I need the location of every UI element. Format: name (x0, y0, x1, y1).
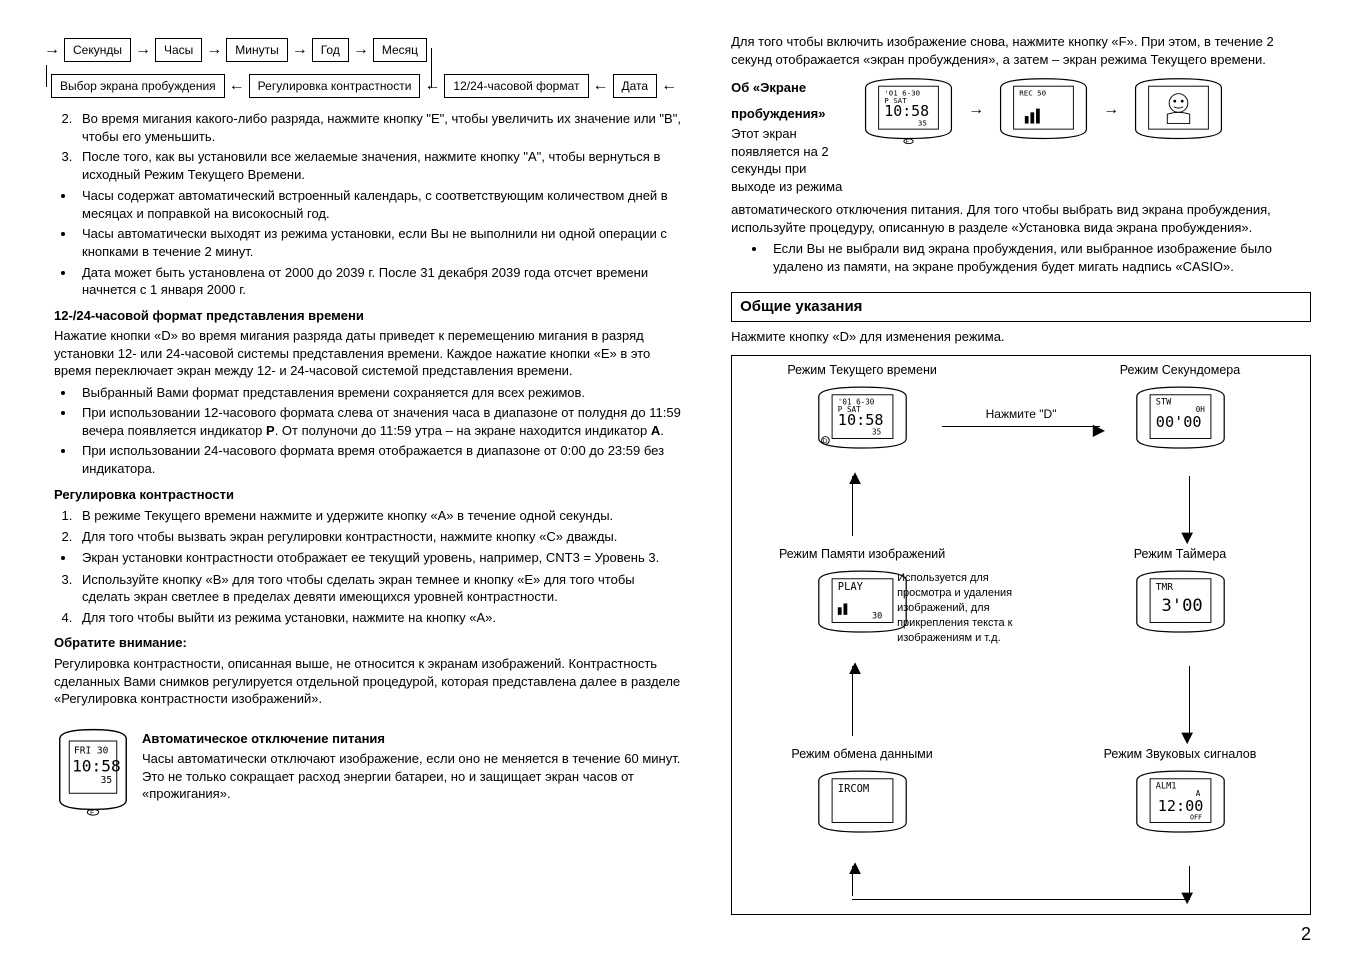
list-item: Дата может быть установлена от 2000 до 2… (76, 264, 681, 299)
list-item: При использовании 12-часового формата сл… (76, 404, 681, 439)
arrow-right-icon: → (1099, 99, 1123, 121)
svg-text:TMR: TMR (1155, 582, 1172, 593)
svg-text:ALM1: ALM1 (1155, 782, 1176, 792)
mode-label: Режим Секундомера (1080, 362, 1280, 379)
svg-text:F: F (90, 810, 94, 817)
list-item: Если Вы не выбрали вид экрана пробуждени… (767, 240, 1311, 275)
svg-text:30: 30 (872, 612, 882, 622)
list-item: Выбранный Вами формат представления врем… (76, 384, 681, 402)
flow-box: Регулировка контрастности (249, 74, 421, 98)
svg-text:D: D (822, 438, 827, 445)
watch-screen-icon: TMR 3'00 (1133, 567, 1228, 639)
mode-label: Режим Памяти изображений (762, 546, 962, 563)
paragraph: автоматического отключения питания. Для … (731, 201, 1311, 236)
flow-box: Секунды (64, 38, 131, 62)
arrow-right-icon: → (288, 39, 312, 61)
mode-side-text: Используется для просмотра и удаления из… (897, 571, 1017, 645)
mode-label: Режим Текущего времени (762, 362, 962, 379)
watch-screen-icon (1131, 75, 1226, 145)
mode-diagram: Режим Текущего времени '01 6-30P SAT10:5… (731, 355, 1311, 915)
list-item: После того, как вы установили все желаем… (76, 148, 681, 183)
svg-text:FRI 30: FRI 30 (74, 745, 109, 756)
list-item: Часы автоматически выходят из режима уст… (76, 225, 681, 260)
paragraph: Этот экран появляется на 2 секунды при в… (731, 125, 851, 195)
heading-12-24: 12-/24-часовой формат представления врем… (40, 307, 681, 325)
arrow-right-icon: → (131, 39, 155, 61)
mode-label: Режим обмена данными (762, 746, 962, 763)
svg-text:35: 35 (101, 774, 112, 785)
watch-screen-icon: PLAY 30 (815, 567, 910, 639)
list-item: Для того чтобы вызвать экран регулировки… (76, 528, 681, 546)
arrow-left-icon: ← (657, 75, 681, 97)
page-number: 2 (1301, 922, 1311, 946)
list-item: Часы содержат автоматический встроенный … (76, 187, 681, 222)
watch-screen-icon: IRCOM (815, 767, 910, 839)
section-title-box: Общие указания (731, 292, 1311, 322)
list-item: Используйте кнопку «B» для того чтобы сд… (76, 571, 681, 606)
svg-text:35: 35 (872, 428, 881, 437)
bullet-list: Экран установки контрастности отображает… (40, 549, 681, 567)
heading-wakescreen: пробуждения» (731, 105, 851, 123)
flow-box: 12/24-часовой формат (444, 74, 588, 98)
svg-text:REC 50: REC 50 (1019, 89, 1046, 98)
flow-box: Минуты (226, 38, 287, 62)
watch-screen-icon: '01 6-30 P SAT 10:58 35 F (861, 75, 956, 145)
bullet-list: Часы содержат автоматический встроенный … (40, 187, 681, 298)
heading-general: Общие указания (740, 298, 862, 315)
svg-text:IRCOM: IRCOM (837, 783, 868, 795)
wake-screens: '01 6-30 P SAT 10:58 35 F → REC 50 (861, 75, 1226, 145)
heading-contrast: Регулировка контрастности (40, 486, 681, 504)
flow-box: Дата (613, 74, 658, 98)
list-item: Во время мигания какого-либо разряда, на… (76, 110, 681, 145)
arrow-right-icon: → (349, 39, 373, 61)
heading-note: Обратите внимание: (40, 634, 681, 652)
flow-box: Выбор экрана пробуждения (51, 74, 225, 98)
list-item: При использовании 24-часового формата вр… (76, 442, 681, 477)
contrast-list-cont: Используйте кнопку «B» для того чтобы сд… (40, 571, 681, 627)
arrow-right-icon: → (202, 39, 226, 61)
heading-autopower: Автоматическое отключение питания (142, 730, 681, 748)
svg-text:OFF: OFF (1190, 814, 1202, 822)
heading-wakescreen: Об «Экране (731, 79, 851, 97)
arrow-left-icon: ← (225, 75, 249, 97)
flow-box: Часы (155, 38, 202, 62)
watch-screen-icon: REC 50 (996, 75, 1091, 145)
watch-icon: FRI 30 10:58 35 F (54, 722, 132, 817)
paragraph: Регулировка контрастности, описанная выш… (40, 655, 681, 708)
paragraph: Нажмите кнопку «D» для изменения режима. (731, 328, 1311, 346)
bullet-list: Если Вы не выбрали вид экрана пробуждени… (731, 240, 1311, 275)
watch-screen-icon: ALM1A12:00OFF (1133, 767, 1228, 839)
svg-text:PLAY: PLAY (837, 581, 863, 593)
arrow-left-icon: ← (420, 75, 444, 97)
instructions-list: Во время мигания какого-либо разряда, на… (40, 110, 681, 183)
paragraph: Для того чтобы включить изображение снов… (731, 33, 1311, 68)
paragraph: Нажатие кнопки «D» во время мигания разр… (40, 327, 681, 380)
flow-box: Год (312, 38, 349, 62)
bullet-list: Выбранный Вами формат представления врем… (40, 384, 681, 478)
list-item: В режиме Текущего времени нажмите и удер… (76, 507, 681, 525)
press-d-label: Нажмите "D" (732, 406, 1310, 422)
arrow-left-icon: ← (589, 75, 613, 97)
arrow-right-icon: → (40, 39, 64, 61)
arrow-right-icon: → (964, 99, 988, 121)
svg-text:35: 35 (918, 118, 927, 127)
flow-diagram: → Секунды → Часы → Минуты → Год → Месяц … (40, 30, 681, 98)
paragraph: Часы автоматически отключают изображение… (142, 750, 681, 803)
svg-text:3'00: 3'00 (1161, 596, 1202, 616)
svg-text:10:58: 10:58 (884, 102, 929, 120)
svg-text:12:00: 12:00 (1157, 797, 1203, 815)
svg-text:10:58: 10:58 (72, 756, 121, 775)
contrast-list: В режиме Текущего времени нажмите и удер… (40, 507, 681, 545)
svg-text:F: F (906, 139, 910, 145)
flow-box: Месяц (373, 38, 427, 62)
list-item: Для того чтобы выйти из режима установки… (76, 609, 681, 627)
list-item: Экран установки контрастности отображает… (76, 549, 681, 567)
